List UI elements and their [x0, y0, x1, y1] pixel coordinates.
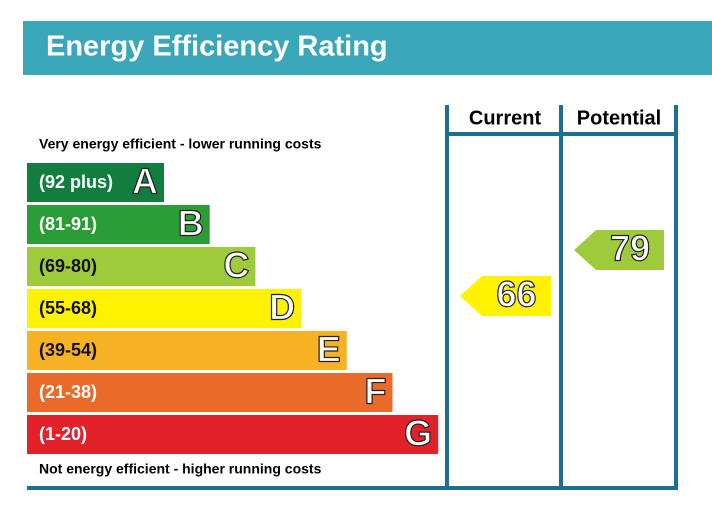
band-range: (39-54)	[39, 340, 97, 360]
band-range: (92 plus)	[39, 172, 113, 192]
rating-value: 79	[610, 228, 650, 269]
band-letter: D	[269, 287, 295, 328]
band	[27, 163, 164, 202]
title: Energy Efficiency Rating	[46, 31, 388, 63]
band-letter: A	[132, 161, 158, 202]
band-letter: C	[223, 245, 249, 286]
column-header: Current	[469, 107, 542, 129]
band-letter: B	[178, 203, 204, 244]
band	[27, 415, 439, 454]
column-header: Potential	[577, 107, 661, 129]
band-range: (1-20)	[39, 424, 87, 444]
band-letter: F	[365, 371, 387, 412]
band-range: (21-38)	[39, 382, 97, 402]
band	[27, 247, 256, 286]
rating-arrow	[574, 230, 664, 270]
rating-arrow	[460, 276, 551, 316]
top-label: Very energy efficient - lower running co…	[39, 136, 322, 152]
header-bar	[23, 21, 712, 75]
band	[27, 331, 347, 370]
band-range: (69-80)	[39, 256, 97, 276]
band-range: (55-68)	[39, 298, 97, 318]
band	[27, 373, 393, 412]
band-letter: E	[317, 329, 341, 370]
band	[27, 289, 302, 328]
band-range: (81-91)	[39, 214, 97, 234]
frame	[27, 105, 678, 490]
rating-value: 66	[496, 274, 536, 315]
band-letter: G	[404, 413, 432, 454]
bottom-label: Not energy efficient - higher running co…	[39, 461, 322, 477]
band	[27, 205, 210, 244]
